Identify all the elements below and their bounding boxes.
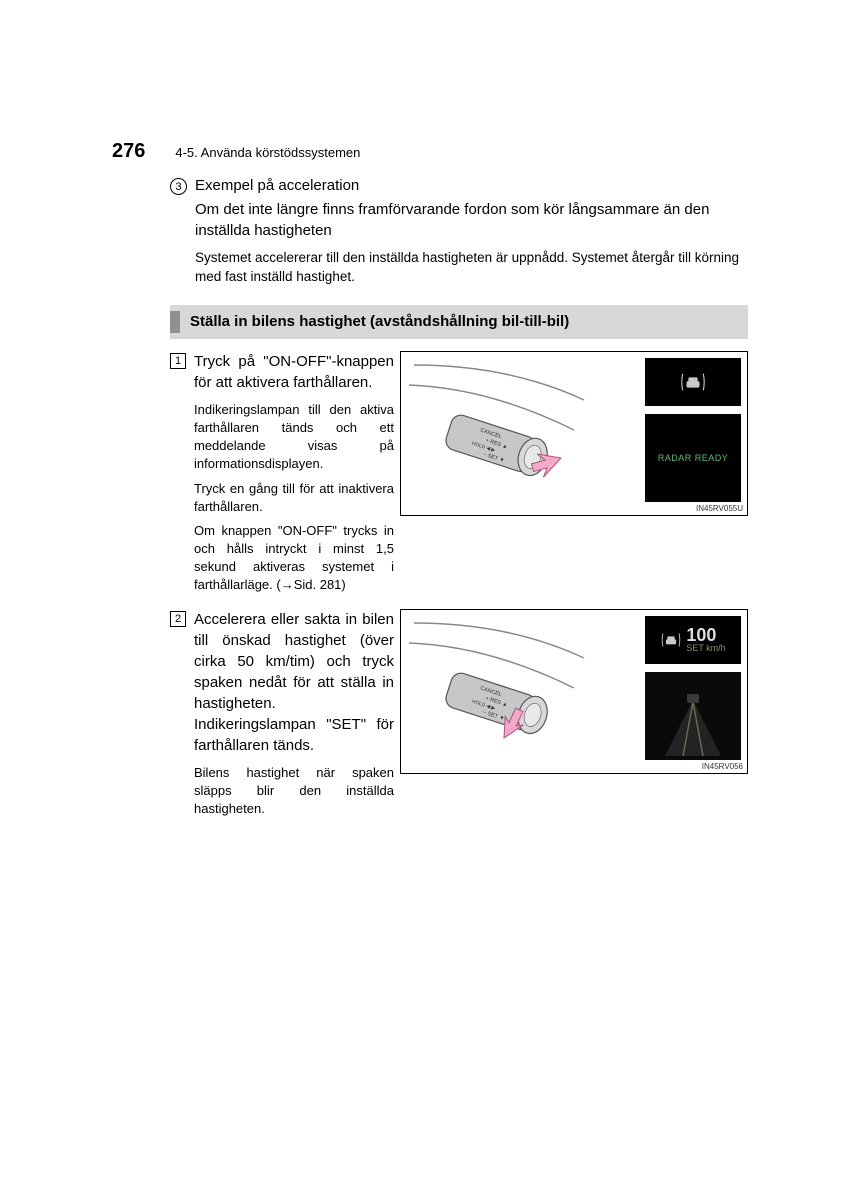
page-number: 276 [112,140,145,163]
subsection-title: Ställa in bilens hastighet (avståndshåll… [190,313,569,330]
step-figure: CANCEL + RES ▲ HOLD ◀ ▶ − SET ▼ [400,609,748,774]
figure-caption: IN45RV056 [702,762,743,771]
step-main-text: Accelerera eller sakta in bilen till öns… [194,609,394,756]
road-view-icon [645,672,741,760]
set-speed-value: 100 [686,626,716,644]
step-number-icon: 2 [170,611,186,627]
example-heading-row: 3 Exempel på acceleration [170,177,748,195]
step-text-column: 1 Tryck på "ON-OFF"-knappen för att akti… [170,351,400,595]
manual-page: 276 4-5. Använda körstödssystemen 3 Exem… [0,0,848,818]
example-detail: Systemet accelererar till den inställda … [195,249,748,287]
step-detail: Bilens hastighet när spaken släpps blir … [194,764,394,819]
set-kmh-label: SET km/h [686,644,725,653]
step-number-icon: 1 [170,353,186,369]
display-panel-bottom: RADAR READY [645,414,741,502]
step-heading-row: 2 Accelerera eller sakta in bilen till ö… [170,609,394,756]
car-radar-icon [679,371,707,393]
cruise-lever-illustration: CANCEL + RES ▲ HOLD ◀ ▶ − SET ▼ [409,360,589,508]
step-block: 1 Tryck på "ON-OFF"-knappen för att akti… [170,351,748,595]
step-detail: Om knappen "ON-OFF" trycks in och hålls … [194,522,394,595]
subsection-heading-bar: Ställa in bilens hastighet (avståndshåll… [170,305,748,339]
radar-ready-text: RADAR READY [658,453,729,463]
display-panel-bottom [645,672,741,760]
step-main-text: Tryck på "ON-OFF"-knappen för att aktive… [194,351,394,393]
page-header: 276 4-5. Använda körstödssystemen [112,140,758,163]
section-label: 4-5. Använda körstödssystemen [175,145,360,160]
example-title: Exempel på acceleration [195,177,359,194]
step-text-column: 2 Accelerera eller sakta in bilen till ö… [170,609,400,819]
step-figure: CANCEL + RES ▲ HOLD ◀ ▶ − SET ▼ [400,351,748,516]
figure-caption: IN45RV055U [696,504,743,513]
step-heading-row: 1 Tryck på "ON-OFF"-knappen för att akti… [170,351,394,393]
display-panel-top [645,358,741,406]
step-block: 2 Accelerera eller sakta in bilen till ö… [170,609,748,819]
cruise-lever-illustration: CANCEL + RES ▲ HOLD ◀ ▶ − SET ▼ [409,618,589,766]
subsection-accent-icon [170,311,180,333]
step-detail: Tryck en gång till för att inaktivera fa… [194,480,394,516]
car-radar-icon [660,630,682,650]
example-number-icon: 3 [170,178,187,195]
example-description: Om det inte längre finns framförvarande … [195,199,748,241]
display-panel-top: 100 SET km/h [645,616,741,664]
example-block: 3 Exempel på acceleration Om det inte lä… [170,177,748,287]
step-detail: Indikeringslampan till den aktiva farthå… [194,401,394,474]
